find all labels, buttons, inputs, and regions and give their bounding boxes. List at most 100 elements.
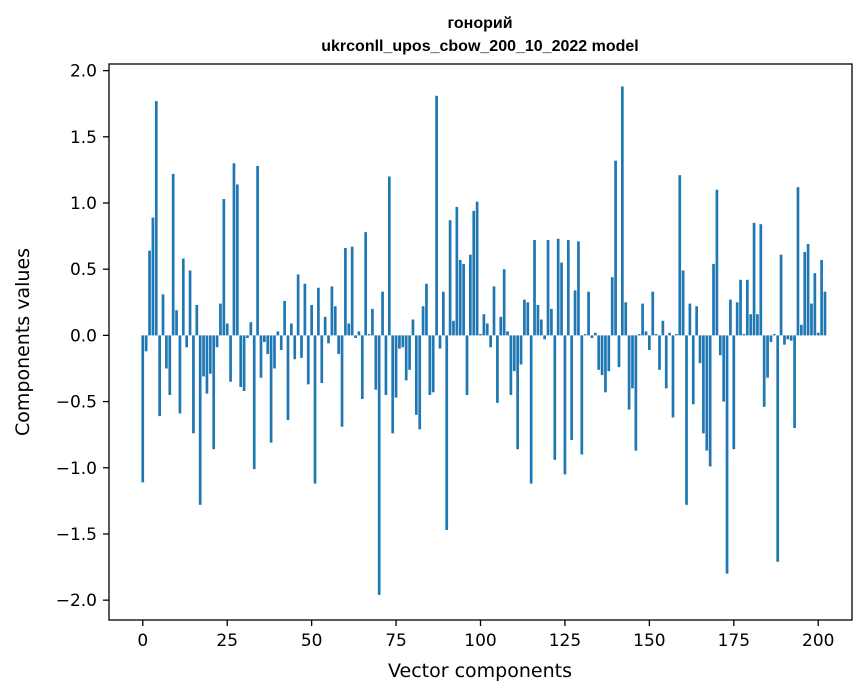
y-tick-label: −2.0 xyxy=(56,591,97,611)
bar xyxy=(631,335,634,389)
bar xyxy=(610,277,614,336)
bar xyxy=(783,335,786,345)
bar xyxy=(529,335,533,484)
bar xyxy=(648,335,651,350)
chart-title: гонорий xyxy=(447,15,512,32)
bar xyxy=(340,335,344,427)
bar xyxy=(229,335,232,382)
bar xyxy=(320,335,324,384)
bar xyxy=(489,335,492,348)
bar xyxy=(573,290,577,336)
bar xyxy=(749,314,753,336)
y-tick-label: −0.5 xyxy=(56,393,97,413)
bar xyxy=(492,286,496,336)
bar xyxy=(441,291,445,336)
bar xyxy=(688,303,692,336)
bar xyxy=(330,286,334,336)
bar xyxy=(705,335,709,451)
bar xyxy=(472,210,476,336)
bar xyxy=(408,335,411,370)
x-tick-label: 200 xyxy=(802,631,834,651)
bar xyxy=(796,187,800,336)
bar xyxy=(735,302,739,336)
bar xyxy=(296,274,300,336)
bar xyxy=(769,335,773,342)
bar xyxy=(371,308,374,336)
bar xyxy=(698,335,702,364)
bar xyxy=(290,323,293,336)
x-tick-label: 25 xyxy=(216,631,238,651)
bar xyxy=(644,331,648,336)
bar xyxy=(360,335,364,399)
bar xyxy=(779,254,783,336)
bar xyxy=(722,335,726,402)
bar xyxy=(627,335,631,410)
bar xyxy=(519,335,523,365)
x-tick-label: 125 xyxy=(549,631,581,651)
bar xyxy=(202,335,205,377)
bar xyxy=(776,335,780,562)
y-tick-label: −1.0 xyxy=(56,459,97,479)
bar xyxy=(715,189,719,336)
bar xyxy=(786,335,790,340)
bar xyxy=(384,335,388,395)
bar xyxy=(161,294,165,336)
bar xyxy=(479,334,482,336)
bar xyxy=(144,335,148,352)
bar xyxy=(695,306,698,336)
bar xyxy=(685,335,688,505)
bar xyxy=(367,334,371,336)
bar xyxy=(232,163,236,336)
bar xyxy=(523,299,526,336)
bar xyxy=(178,335,182,414)
bar xyxy=(789,335,793,341)
bar xyxy=(313,335,317,484)
bar xyxy=(171,173,175,336)
bar xyxy=(181,258,185,336)
bar xyxy=(712,263,715,336)
bar xyxy=(654,334,658,336)
bar xyxy=(526,302,530,336)
bar xyxy=(590,335,594,339)
bar xyxy=(759,224,763,336)
bar xyxy=(803,251,807,336)
y-tick-label: 2.0 xyxy=(70,62,97,82)
bar xyxy=(208,335,212,374)
bar xyxy=(185,335,189,348)
bar xyxy=(448,220,452,336)
bar xyxy=(617,335,621,368)
bar xyxy=(394,335,398,398)
bar xyxy=(252,335,256,470)
bar xyxy=(327,335,330,344)
x-axis-label: Vector components xyxy=(388,660,572,682)
bar xyxy=(387,176,391,336)
bar xyxy=(718,335,722,356)
bar xyxy=(246,335,249,339)
y-tick-label: −1.5 xyxy=(56,525,97,545)
y-tick-label: 1.0 xyxy=(70,194,97,214)
bar xyxy=(708,335,712,467)
bar xyxy=(438,335,442,349)
bar xyxy=(566,240,570,336)
bar xyxy=(455,206,459,336)
bar xyxy=(465,335,469,395)
bar xyxy=(570,335,574,440)
bar xyxy=(269,335,273,443)
bar xyxy=(398,335,401,349)
bar xyxy=(678,175,682,336)
bar xyxy=(607,335,611,372)
bar xyxy=(533,240,536,336)
bar xyxy=(539,319,543,336)
bar xyxy=(192,335,195,434)
x-tick-label: 75 xyxy=(385,631,407,651)
bar xyxy=(293,335,297,360)
x-axis: 0 25 50 75 100 125 150 175 200 xyxy=(137,620,834,651)
bar xyxy=(148,250,151,336)
bar xyxy=(283,300,286,336)
bar xyxy=(739,279,742,336)
bar xyxy=(256,165,259,336)
bar xyxy=(273,335,276,369)
bar xyxy=(813,273,817,336)
bar xyxy=(799,324,803,336)
